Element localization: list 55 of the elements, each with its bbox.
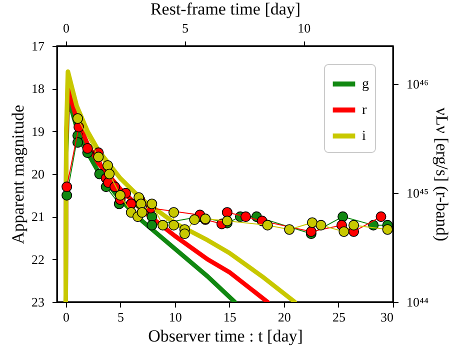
point bbox=[102, 160, 113, 171]
point bbox=[168, 207, 179, 218]
x-tick-label: 5 bbox=[118, 310, 124, 324]
point bbox=[179, 228, 190, 239]
point bbox=[284, 224, 295, 235]
point bbox=[104, 168, 115, 180]
x-tick-label: 15 bbox=[223, 310, 236, 324]
point bbox=[158, 220, 168, 230]
point bbox=[115, 190, 126, 201]
y-tick-label: 22 bbox=[32, 252, 44, 267]
x-axis-title: Observer time : t [day] bbox=[148, 326, 303, 346]
legend-label: i bbox=[362, 129, 366, 144]
y-axis-title: Apparent magnitude bbox=[8, 104, 28, 244]
point bbox=[348, 220, 359, 230]
point bbox=[168, 220, 179, 230]
x-tick-label: 20 bbox=[278, 310, 291, 324]
y2-tick-label: 10⁴⁴ bbox=[406, 294, 430, 310]
point bbox=[316, 220, 326, 230]
x-tick-label: 25 bbox=[332, 310, 346, 324]
x-tick-label: 0 bbox=[62, 310, 70, 324]
y2-axis-title: νLν [erg/s] (r-band) bbox=[432, 108, 452, 242]
point bbox=[222, 207, 232, 218]
point bbox=[189, 214, 200, 225]
x2-tick-label: 5 bbox=[182, 20, 188, 36]
point bbox=[62, 182, 72, 192]
y-tick-label: 20 bbox=[32, 166, 44, 182]
point bbox=[82, 143, 93, 154]
point bbox=[240, 211, 251, 222]
legend-label: r bbox=[362, 103, 367, 118]
y2-tick-label: 10⁴⁵ bbox=[406, 186, 429, 201]
x2-axis-title: Rest-frame time [day] bbox=[150, 0, 301, 18]
point bbox=[382, 224, 393, 235]
legend-label: g bbox=[362, 77, 369, 92]
y-tick-label: 17 bbox=[32, 38, 45, 54]
x2-tick-label: 0 bbox=[63, 20, 70, 36]
x2-tick-label: 10 bbox=[298, 20, 311, 36]
point bbox=[93, 152, 104, 162]
y-tick-label: 19 bbox=[32, 124, 44, 139]
point bbox=[307, 217, 318, 228]
x-tick-label: 10 bbox=[168, 310, 182, 324]
point bbox=[376, 211, 386, 222]
point bbox=[262, 220, 273, 230]
y2-tick-label: 10⁴⁶ bbox=[406, 76, 429, 92]
point bbox=[146, 198, 158, 210]
point bbox=[146, 220, 158, 230]
point bbox=[136, 207, 148, 218]
y-tick-label: 18 bbox=[32, 81, 44, 96]
x-tick-label: 30 bbox=[380, 310, 394, 324]
y-tick-label: 23 bbox=[32, 294, 44, 310]
point bbox=[62, 190, 72, 201]
point bbox=[338, 226, 350, 237]
point bbox=[136, 198, 146, 210]
point bbox=[72, 113, 83, 124]
y-tick-label: 21 bbox=[32, 209, 44, 224]
point bbox=[338, 211, 348, 222]
